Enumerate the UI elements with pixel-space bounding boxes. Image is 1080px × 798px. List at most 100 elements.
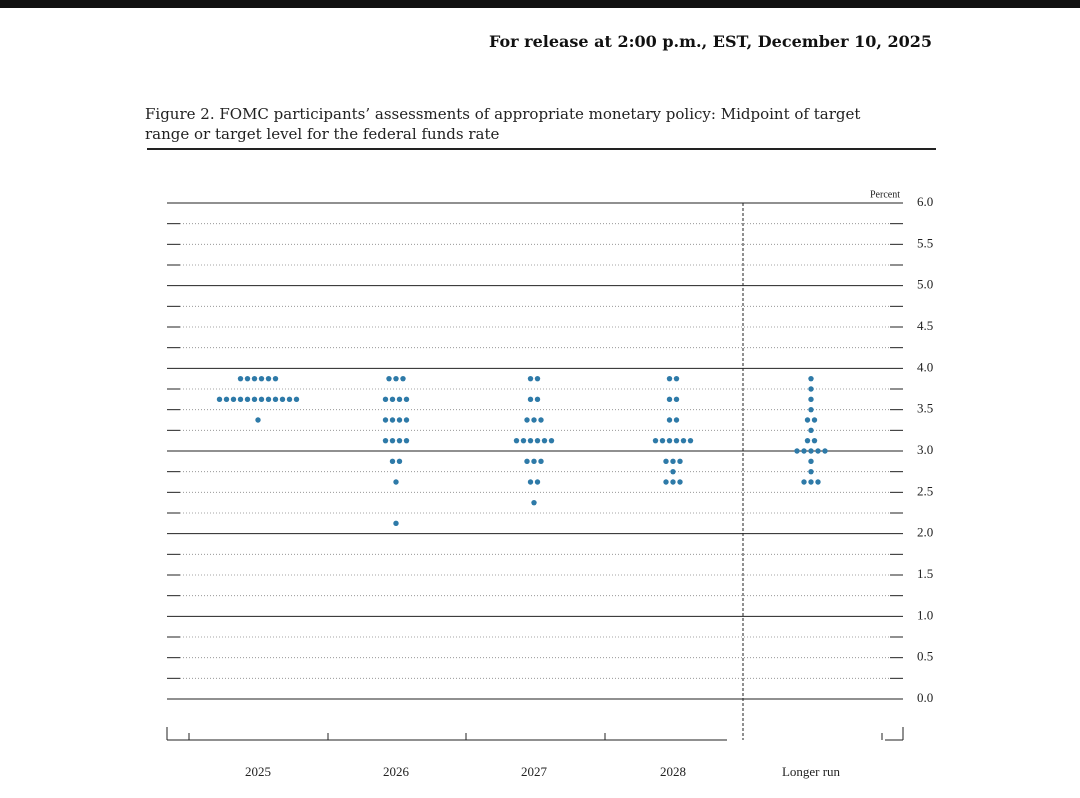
y-tick-label: 1.0 [917, 607, 933, 622]
dot [804, 437, 811, 444]
dot [396, 437, 403, 444]
dot [396, 458, 403, 465]
dot [659, 437, 666, 444]
y-tick-label: 0.0 [917, 690, 933, 705]
dot [808, 396, 814, 403]
dot [538, 417, 544, 423]
dot [811, 417, 818, 423]
dot [815, 448, 821, 454]
dot [687, 437, 694, 444]
dot [801, 448, 807, 454]
dot [677, 479, 683, 485]
figure-caption: Figure 2. FOMC participants’ assessments… [145, 105, 861, 143]
dot [396, 417, 403, 423]
y-tick-label: 4.0 [917, 359, 933, 374]
dot [794, 448, 800, 454]
caption-rule [147, 148, 936, 150]
dot [652, 437, 659, 444]
dot [527, 375, 534, 382]
dot [527, 437, 534, 444]
dot [811, 437, 818, 444]
dot [393, 375, 399, 382]
dot [666, 375, 673, 382]
dot [527, 479, 534, 485]
dot [670, 468, 676, 475]
dot [389, 458, 396, 465]
dot [808, 406, 814, 413]
dot [670, 458, 676, 465]
dot [524, 417, 530, 423]
x-tick-label: Longer run [782, 764, 841, 779]
dot [244, 375, 251, 382]
dot [389, 437, 396, 444]
dot [251, 396, 258, 403]
dot [382, 417, 389, 423]
dot [534, 375, 541, 382]
x-tick-label: 2026 [383, 764, 410, 779]
y-tick-label: 2.5 [917, 483, 933, 498]
dot [808, 427, 814, 434]
y-tick-label: 1.5 [917, 566, 933, 581]
dot [548, 437, 555, 444]
dot [666, 437, 673, 444]
dot [382, 437, 389, 444]
dot [223, 396, 230, 403]
dot [527, 396, 534, 403]
dot [808, 375, 814, 382]
dot [230, 396, 237, 403]
top-bar [0, 0, 1080, 8]
dot [808, 479, 814, 485]
y-tick-label: 0.5 [917, 649, 933, 664]
dot [673, 396, 680, 403]
dot [534, 396, 541, 403]
dot [673, 417, 680, 423]
dot [258, 396, 265, 403]
dot [258, 375, 265, 382]
unit-label: Percent [870, 189, 900, 200]
y-tick-label: 5.0 [917, 277, 933, 292]
dot [265, 396, 272, 403]
dot [808, 386, 814, 392]
dot [808, 458, 814, 465]
dot [680, 437, 687, 444]
x-tick-label: 2027 [521, 764, 548, 779]
dot [541, 437, 548, 444]
dot [663, 479, 669, 485]
dot [389, 417, 396, 423]
dot [804, 417, 811, 423]
dot [216, 396, 223, 403]
dot [531, 499, 537, 506]
dot [272, 396, 279, 403]
dot [393, 479, 399, 485]
dot [389, 396, 396, 403]
dot [382, 396, 389, 403]
dot [673, 437, 680, 444]
dot [251, 375, 258, 382]
y-tick-label: 3.0 [917, 442, 933, 457]
dot [265, 375, 272, 382]
dot [666, 396, 673, 403]
dot [513, 437, 520, 444]
dot [534, 437, 541, 444]
dot [524, 458, 530, 465]
dot [244, 396, 251, 403]
dot [808, 448, 814, 454]
y-tick-label: 5.5 [917, 235, 933, 250]
x-tick-label: 2028 [660, 764, 686, 779]
dot [286, 396, 293, 403]
dot [520, 437, 527, 444]
dot [403, 396, 410, 403]
dot [272, 375, 279, 382]
y-tick-label: 3.5 [917, 401, 933, 416]
dot [403, 437, 410, 444]
dot [531, 458, 537, 465]
dot [538, 458, 544, 465]
dot [396, 396, 403, 403]
dot [801, 479, 807, 485]
dot [808, 468, 814, 475]
dot [279, 396, 286, 403]
x-tick-label: 2025 [245, 764, 271, 779]
dot [822, 448, 828, 454]
